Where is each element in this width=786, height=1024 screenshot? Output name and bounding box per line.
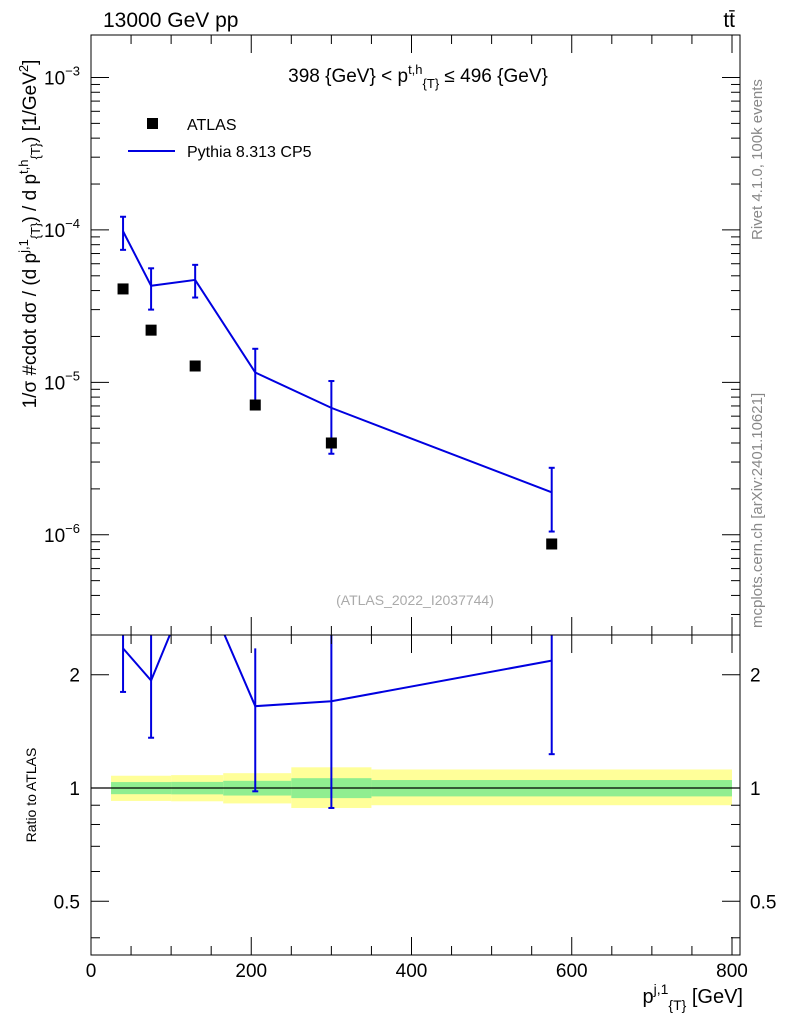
ratio-series-group	[120, 635, 555, 809]
pythia-line	[122, 230, 553, 494]
y-tick-label: 10−4	[44, 216, 80, 242]
ratio-plot-panel: 0.5 0.5 1 1 2 2	[54, 634, 776, 956]
beam-label: 13000 GeV pp	[103, 9, 238, 32]
legend: ATLAS Pythia 8.313 CP5	[128, 117, 312, 161]
process-label: tt̄	[723, 9, 735, 32]
ratio-y-tick-label-right: 1	[750, 779, 761, 800]
atlas-data-point	[546, 538, 558, 550]
atlas-data-point	[117, 283, 129, 295]
ratio-y-tick-label-left: 0.5	[54, 892, 80, 913]
x-tick-label: 800	[716, 961, 748, 982]
legend-atlas-label: ATLAS	[187, 117, 237, 134]
ratio-y-tick-label-right: 2	[750, 666, 761, 687]
ratio-y-tick-label-left: 1	[69, 779, 80, 800]
ratio-y-tick-label-left: 2	[69, 666, 80, 687]
atlas-data-point	[145, 324, 157, 336]
main-plot-panel: 10−6 10−5 10−4 10−3 398 {GeV} < pt,h{T} ≤ 4…	[44, 34, 741, 636]
main-plot-title: 398 {GeV} < pt,h{T} ≤ 496 {GeV}	[288, 62, 548, 91]
ratio-y-tick-label-right: 0.5	[750, 892, 776, 913]
x-tick-label: 400	[396, 961, 428, 982]
legend-atlas-marker	[147, 118, 158, 129]
rivet-version-label: Rivet 4.1.0, 100k events	[749, 79, 766, 240]
main-y-axis-label: 1/σ #cdot dσ / (d pj,1{T}) / d pt,h{T}) …	[16, 60, 43, 409]
ratio-pythia-line	[122, 635, 552, 708]
x-tick-label: 200	[235, 961, 267, 982]
y-tick-label: 10−3	[44, 63, 80, 89]
y-tick-label: 10−6	[44, 521, 80, 547]
legend-pythia-label: Pythia 8.313 CP5	[187, 144, 312, 161]
y-tick-label: 10−5	[44, 368, 80, 394]
x-tick-label: 0	[86, 961, 97, 982]
x-tick-label: 600	[556, 961, 588, 982]
ratio-y-axis-label: Ratio to ATLAS	[23, 748, 39, 843]
analysis-watermark: (ATLAS_2022_I2037744)	[336, 592, 494, 608]
atlas-data-point	[249, 399, 261, 411]
atlas-data-point	[325, 437, 337, 449]
x-axis-label: pj,1{T} [GeV]	[642, 981, 743, 1013]
atlas-data-point	[189, 360, 201, 372]
mcplots-source-label: mcplots.cern.ch [arXiv:2401.10621]	[749, 393, 766, 628]
